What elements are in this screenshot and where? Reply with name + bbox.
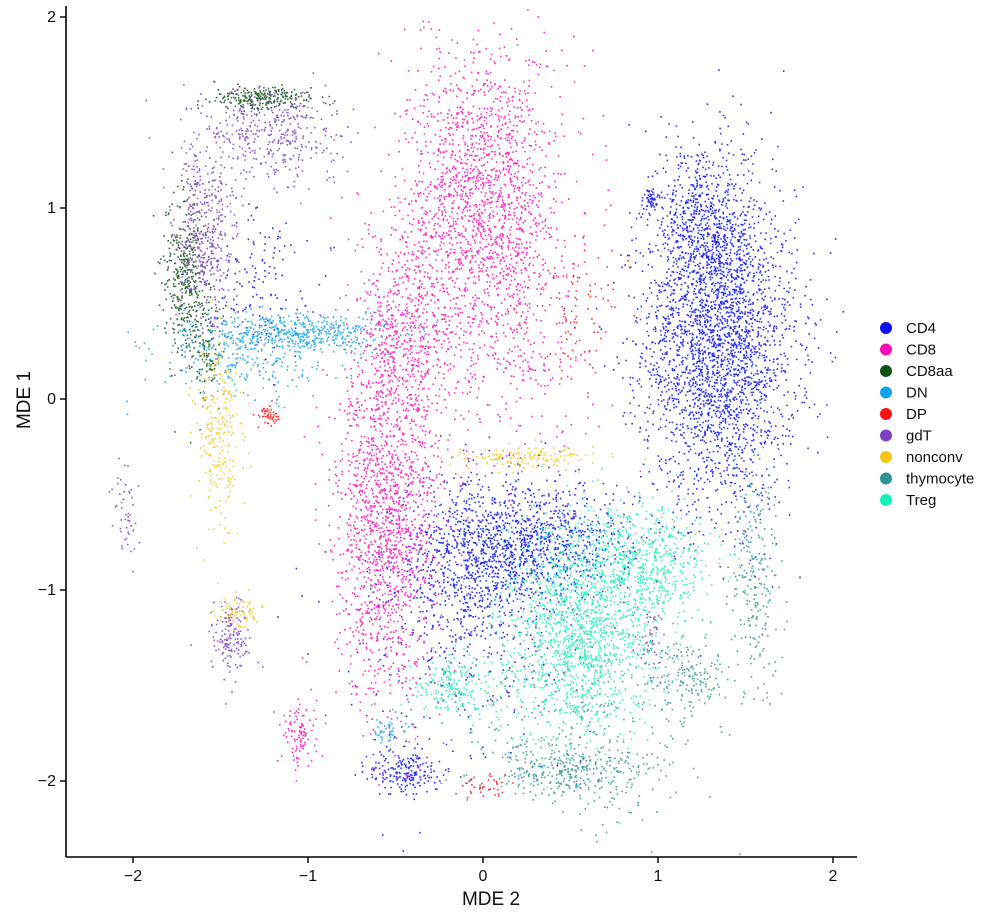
ticks: −2 −1 0 1 2 −2 −1 0 1 2 (38, 9, 838, 885)
point-cluster (643, 621, 743, 726)
x-tick-label: −2 (124, 868, 142, 885)
point-cluster (357, 9, 612, 451)
legend-label-cd8aa: CD8aa (906, 363, 953, 380)
point-cluster (190, 596, 264, 705)
x-tick-label: 1 (654, 868, 663, 885)
series-nonconv-points (188, 298, 646, 635)
legend-swatch-thymocyte (880, 472, 892, 485)
point-cluster (196, 80, 336, 119)
point-cluster (641, 188, 661, 221)
y-tick-label: −2 (38, 773, 56, 790)
series-cd8aa-points (152, 80, 336, 444)
point-cluster (108, 457, 141, 573)
y-tick-label: −1 (38, 582, 56, 599)
series-cd4-points (182, 69, 845, 852)
y-tick-label: 1 (47, 200, 56, 217)
legend-label-cd4: CD4 (906, 320, 936, 337)
legend-swatch-treg (880, 494, 892, 506)
legend-swatch-cd8aa (880, 365, 892, 377)
point-cluster (462, 454, 692, 824)
point-cluster (354, 745, 454, 801)
point-cluster (301, 192, 473, 786)
point-cluster (188, 298, 252, 585)
point-cluster (379, 192, 669, 522)
series-gdt-points (108, 72, 667, 705)
point-cluster (724, 446, 788, 705)
points-layer (108, 9, 845, 855)
point-cluster (127, 305, 449, 364)
point-cluster (212, 589, 264, 635)
point-cluster (252, 399, 280, 429)
point-cluster (502, 198, 636, 380)
point-cluster (372, 708, 413, 744)
y-axis-title: MDE 1 (14, 371, 35, 429)
x-tick-label: −1 (299, 868, 317, 885)
legend-label-gdt: gdT (906, 428, 932, 445)
point-cluster (398, 644, 508, 726)
point-cluster (632, 602, 667, 679)
legend-label-dn: DN (906, 385, 928, 402)
legend: CD4 CD8 CD8aa DN DP gdT nonconv thymocyte Treg (880, 320, 974, 509)
point-cluster (191, 282, 228, 410)
point-cluster (440, 726, 677, 814)
point-cluster (548, 474, 763, 649)
series-dp-points (252, 198, 636, 799)
y-tick-label: 0 (47, 391, 56, 408)
point-cluster (402, 439, 646, 474)
point-cluster (455, 773, 523, 799)
series-thymocyte-points (370, 446, 788, 855)
axes (65, 6, 857, 858)
x-axis-title: MDE 2 (462, 889, 520, 910)
y-tick-label: 2 (47, 9, 56, 26)
point-cluster (273, 698, 327, 782)
legend-swatch-dp (880, 408, 892, 420)
x-tick-label: 0 (479, 868, 488, 885)
legend-swatch-dn (880, 386, 892, 399)
legend-swatch-nonconv (880, 451, 892, 463)
legend-label-cd8: CD8 (906, 342, 936, 359)
legend-label-nonconv: nonconv (906, 449, 963, 466)
legend-swatch-cd4 (880, 322, 892, 334)
series-cd8-points (273, 9, 669, 786)
x-tick-label: 2 (829, 868, 838, 885)
legend-label-treg: Treg (906, 492, 936, 509)
series-dn-points (126, 305, 449, 744)
legend-swatch-gdt (880, 429, 892, 442)
legend-label-thymocyte: thymocyte (906, 471, 974, 488)
point-cluster (322, 145, 481, 511)
series-treg-points (398, 454, 763, 824)
legend-swatch-cd8 (880, 343, 892, 356)
point-cluster (345, 435, 577, 711)
legend-label-dp: DP (906, 406, 927, 423)
